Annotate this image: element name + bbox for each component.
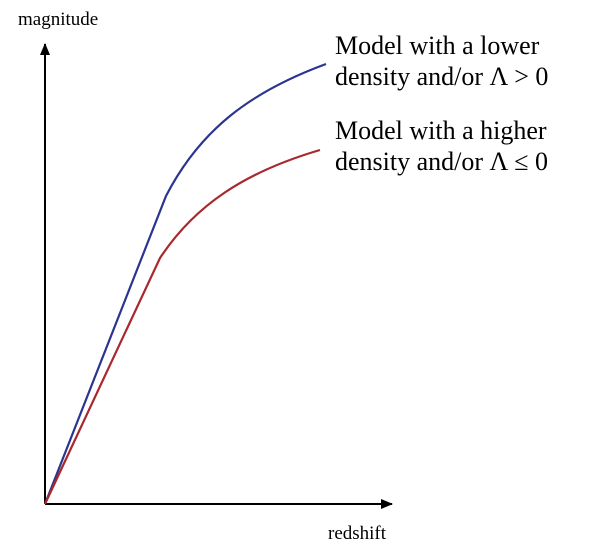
x-axis-label: redshift — [328, 523, 387, 544]
curve-label-higher-line1: Model with a higher — [335, 116, 547, 145]
curve-lower-density — [43, 62, 327, 505]
y-axis-label: magnitude — [18, 9, 98, 30]
curve-higher-density — [44, 148, 321, 505]
curve-label-higher-line2: density and/or Λ ≤ 0 — [335, 147, 548, 176]
curve-label-lower-line1: Model with a lower — [335, 31, 540, 60]
curve-label-lower-line2: density and/or Λ > 0 — [335, 62, 548, 91]
